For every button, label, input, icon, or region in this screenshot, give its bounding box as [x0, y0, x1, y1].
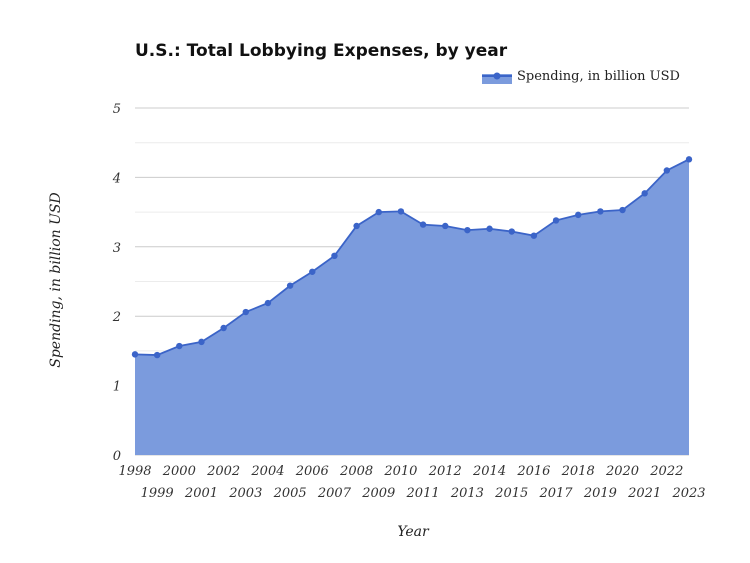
y-tick-label: 2	[112, 310, 121, 325]
data-point	[597, 208, 604, 215]
x-tick-label: 2005	[273, 486, 307, 501]
x-tick-label: 2021	[627, 486, 661, 501]
legend-marker	[493, 72, 501, 80]
y-tick-label: 3	[113, 241, 121, 256]
x-tick-label: 2023	[671, 486, 705, 501]
x-tick-label: 2014	[472, 464, 506, 479]
data-point	[663, 167, 671, 174]
x-tick-label: 2008	[339, 464, 373, 479]
data-point	[353, 222, 360, 230]
y-tick-label: 1	[113, 380, 121, 395]
data-point	[486, 225, 493, 232]
x-tick-label: 2007	[317, 486, 352, 501]
y-tick-label: 0	[113, 449, 121, 464]
chart-title: U.S.: Total Lobbying Expenses, by year	[135, 41, 508, 61]
data-point	[176, 342, 183, 350]
data-point	[619, 206, 626, 214]
x-tick-label: 2011	[406, 486, 440, 501]
data-point	[464, 226, 471, 234]
x-tick-label: 2003	[228, 486, 262, 501]
data-point	[552, 217, 560, 224]
data-point	[153, 351, 161, 359]
data-point	[397, 208, 405, 215]
series-line	[134, 158, 690, 356]
x-tick-label: 1999	[141, 486, 174, 501]
x-tick-label: 1998	[118, 464, 151, 479]
data-point	[220, 324, 227, 332]
x-tick-label: 2020	[605, 464, 639, 479]
legend: Spending, in billion USD	[482, 69, 680, 84]
legend-label: Spending, in billion USD	[517, 69, 680, 84]
x-tick-label: 2000	[162, 464, 196, 479]
data-point	[309, 268, 316, 275]
y-tick-label: 5	[113, 102, 121, 117]
area-fill	[135, 159, 689, 455]
data-point	[685, 156, 693, 163]
data-point	[508, 228, 515, 235]
x-tick-label: 2004	[250, 464, 284, 479]
data-point	[530, 232, 538, 239]
data-point	[131, 351, 139, 358]
x-tick-label: 2016	[516, 464, 550, 479]
x-tick-label: 2001	[184, 486, 218, 501]
x-tick-label: 2012	[428, 464, 462, 479]
x-tick-label: 2010	[383, 464, 417, 479]
data-point	[442, 222, 449, 230]
x-axis-label: Year	[397, 524, 430, 540]
x-tick-label: 2006	[295, 464, 329, 479]
data-point	[286, 282, 294, 289]
x-tick-label: 2022	[649, 464, 683, 479]
x-tick-label: 2013	[450, 486, 484, 501]
data-point	[375, 208, 382, 216]
data-point	[264, 299, 272, 307]
data-point	[641, 190, 648, 197]
y-tick-label: 4	[112, 171, 121, 186]
y-axis-label: Spending, in billion USD	[48, 192, 64, 368]
x-tick-label: 2019	[583, 486, 617, 501]
data-point	[198, 338, 205, 346]
x-tick-label: 2002	[206, 464, 240, 479]
data-point	[331, 252, 338, 260]
x-tick-label: 2017	[538, 486, 573, 501]
data-point	[242, 308, 249, 316]
x-tick-label: 2015	[494, 486, 528, 501]
data-point	[419, 221, 427, 228]
data-point	[575, 211, 582, 219]
x-tick-label: 2009	[361, 486, 395, 501]
x-tick-label: 2018	[561, 464, 595, 479]
